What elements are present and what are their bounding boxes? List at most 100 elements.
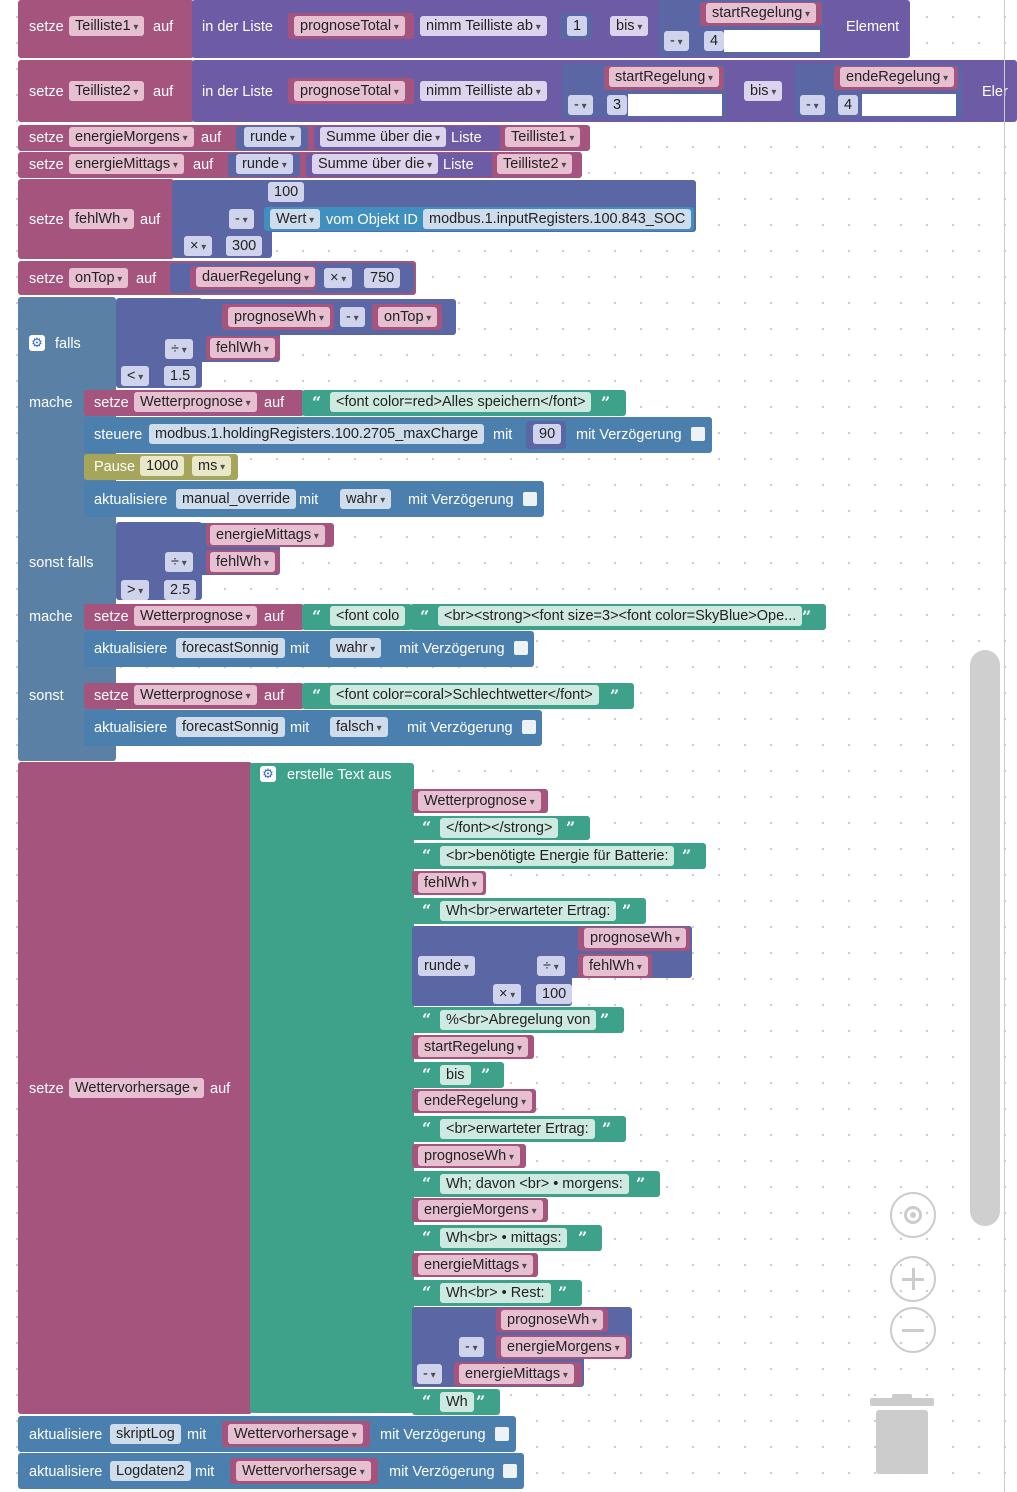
number-2-5[interactable]: 2.5 [164,580,197,600]
divide-op[interactable]: ÷ [165,552,193,572]
var-teilliste1[interactable]: Teilliste1 [505,127,581,147]
string-s9[interactable]: Wh<br> • Rest: [440,1283,551,1303]
string-font-colo[interactable]: <font colo [330,606,406,626]
multiply-op[interactable]: × [493,984,522,1004]
var-energiemittags[interactable]: energieMittags [210,525,325,545]
value-dropdown[interactable]: Wert [270,209,321,229]
number-100[interactable]: 100 [268,182,305,202]
var-energiemittags[interactable]: energieMittags [459,1364,574,1384]
minus-op[interactable]: - [568,95,593,115]
multiply-op[interactable]: × [184,236,213,256]
var-startregelung[interactable]: startRegelung [706,3,817,23]
string-alles-speichern[interactable]: <font color=red>Alles speichern</font> [330,392,592,412]
bis-dropdown[interactable]: bis [744,81,783,101]
round-dropdown[interactable]: runde [418,956,475,976]
var-prognosewh[interactable]: prognoseWh [584,928,687,948]
less-than-op[interactable]: < [121,366,150,386]
var-prognosetotal[interactable]: prognoseTotal [294,16,405,36]
var-fehlwh[interactable]: fehlWh [69,209,134,229]
object-id-skriptlog[interactable]: skriptLog [110,1424,181,1444]
target-icon[interactable] [890,1192,936,1238]
divide-op[interactable]: ÷ [537,956,565,976]
object-id-manual-override[interactable]: manual_override [176,489,297,509]
sublist-mode-dropdown[interactable]: nimm Teilliste ab [420,81,547,101]
var-startregelung[interactable]: startRegelung [418,1037,529,1057]
number-1-5[interactable]: 1.5 [164,366,197,386]
string-s1[interactable]: </font></strong> [440,818,559,838]
trash-icon[interactable] [870,1394,934,1476]
string-s8[interactable]: Wh<br> • mittags: [440,1228,568,1248]
sum-dropdown[interactable]: Summe über die [312,154,439,174]
var-enderegelung[interactable]: endeRegelung [840,67,955,87]
var-teilliste2[interactable]: Teilliste2 [497,154,573,174]
update-forecast-sonnig-2[interactable] [84,710,542,746]
zoom-in-icon[interactable] [890,1256,936,1302]
number-90[interactable]: 90 [533,424,562,444]
string-s3[interactable]: Wh<br>erwarteter Ertrag: [440,901,617,921]
greater-than-op[interactable]: > [121,580,150,600]
gear-icon[interactable]: ⚙ [260,766,276,782]
minus-op[interactable]: - [459,1337,484,1357]
var-fehlwh[interactable]: fehlWh [210,552,275,572]
var-energiemittags[interactable]: energieMittags [418,1255,533,1275]
update-manual-override-block[interactable] [84,481,544,517]
number-3[interactable]: 3 [607,95,628,115]
delay-checkbox[interactable] [503,1464,517,1478]
minus-op[interactable]: - [340,307,365,327]
var-teilliste2[interactable]: Teilliste2 [69,81,145,101]
delay-checkbox[interactable] [514,641,528,655]
delay-checkbox[interactable] [691,427,705,441]
sublist-mode-dropdown[interactable]: nimm Teilliste ab [420,16,547,36]
var-energiemorgens[interactable]: energieMorgens [501,1337,626,1357]
string-s7[interactable]: Wh; davon <br> • morgens: [440,1174,629,1194]
round-dropdown[interactable]: runde [244,127,301,147]
var-wettervorhersage[interactable]: Wettervorhersage [69,1078,204,1098]
var-fehlwh[interactable]: fehlWh [210,338,275,358]
string-s5[interactable]: bis [440,1065,471,1085]
string-skyblue[interactable]: <br><strong><font size=3><font color=Sky… [438,606,803,626]
number-1000[interactable]: 1000 [140,456,185,476]
var-teilliste1[interactable]: Teilliste1 [69,16,145,36]
bool-wahr[interactable]: wahr [330,638,382,658]
string-s6[interactable]: <br>erwarteter Ertrag: [440,1119,595,1139]
sum-dropdown[interactable]: Summe über die [320,127,447,147]
var-wetterprognose[interactable]: Wetterprognose [134,606,257,626]
object-id-logdaten2[interactable]: Logdaten2 [110,1461,191,1481]
minus-op[interactable]: - [664,31,689,51]
var-prognosetotal[interactable]: prognoseTotal [294,81,405,101]
var-prognosewh[interactable]: prognoseWh [418,1146,521,1166]
var-dauerregelung[interactable]: dauerRegelung [196,267,315,287]
object-id-forecast-sonnig[interactable]: forecastSonnig [176,717,285,737]
minus-op[interactable]: - [800,95,825,115]
delay-checkbox[interactable] [523,492,537,506]
bis-dropdown[interactable]: bis [610,16,649,36]
divide-op[interactable]: ÷ [165,339,193,359]
var-startregelung[interactable]: startRegelung [609,67,720,87]
var-energiemorgens[interactable]: energieMorgens [69,127,194,147]
zoom-out-icon[interactable] [890,1307,936,1353]
object-id-maxcharge[interactable]: modbus.1.holdingRegisters.100.2705_maxCh… [149,424,485,444]
bool-falsch[interactable]: falsch [330,717,388,737]
number-100[interactable]: 100 [536,984,573,1004]
string-schlechtwetter[interactable]: <font color=coral>Schlechtwetter</font> [330,685,599,705]
object-id-forecast-sonnig[interactable]: forecastSonnig [176,638,285,658]
update-forecast-sonnig-1[interactable] [84,631,534,667]
number-1[interactable]: 1 [567,16,588,36]
var-ontop[interactable]: onTop [69,268,129,288]
vertical-scrollbar[interactable] [970,650,1000,1226]
var-energiemorgens[interactable]: energieMorgens [418,1200,543,1220]
minus-op[interactable]: - [229,209,254,229]
var-wettervorhersage[interactable]: Wettervorhersage [228,1424,363,1444]
var-wetterprognose[interactable]: Wetterprognose [134,392,257,412]
delay-checkbox[interactable] [522,720,536,734]
var-prognosewh[interactable]: prognoseWh [228,307,331,327]
var-wetterprognose[interactable]: Wetterprognose [418,791,541,811]
var-enderegelung[interactable]: endeRegelung [418,1091,533,1111]
string-s4[interactable]: %<br>Abregelung von [440,1010,597,1030]
round-dropdown[interactable]: runde [236,154,293,174]
ms-dropdown[interactable]: ms [192,456,232,476]
var-fehlwh[interactable]: fehlWh [583,956,648,976]
var-wettervorhersage[interactable]: Wettervorhersage [236,1461,371,1481]
gear-icon[interactable]: ⚙ [29,335,45,351]
var-wetterprognose[interactable]: Wetterprognose [134,685,257,705]
